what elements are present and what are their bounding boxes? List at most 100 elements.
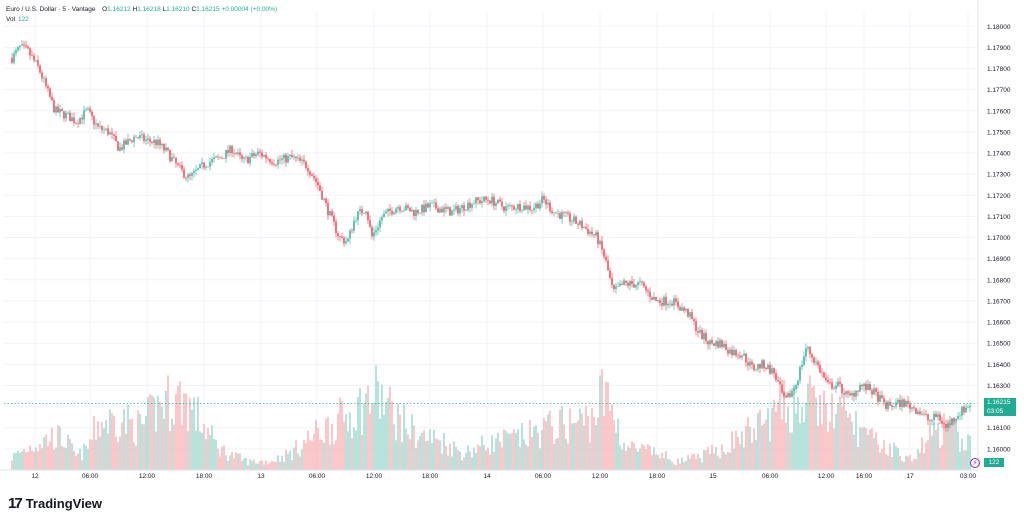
volume-bar — [721, 444, 723, 470]
candle-body — [919, 411, 921, 414]
candle-body — [151, 141, 153, 143]
volume-bar — [441, 453, 443, 470]
candle-body — [247, 156, 249, 164]
x-tick-label: 06:00 — [309, 473, 326, 480]
volume-bar — [235, 452, 237, 470]
volume-bar — [867, 434, 869, 470]
candle-body — [31, 55, 33, 56]
volume-bar — [679, 463, 681, 470]
candle-body — [621, 283, 623, 285]
candle-body — [99, 125, 101, 127]
volume-bar — [565, 438, 567, 470]
candle-body — [505, 206, 507, 212]
candle-body — [431, 202, 433, 204]
volume-bar — [617, 418, 619, 470]
y-tick-label: 1.16800 — [987, 277, 1011, 284]
volume-bar — [497, 432, 499, 470]
candle-body — [491, 196, 493, 204]
candle-body — [795, 385, 797, 389]
volume-bar — [47, 446, 49, 470]
volume-bar — [575, 422, 577, 470]
candle-body — [801, 364, 803, 368]
candle-body — [835, 385, 837, 389]
candle-body — [193, 170, 195, 173]
candle-body — [633, 284, 635, 288]
volume-bar — [847, 417, 849, 470]
candle-body — [425, 203, 427, 213]
volume-bar — [921, 437, 923, 470]
volume-bar — [465, 452, 467, 470]
volume-bar — [93, 416, 95, 470]
volume-bar — [555, 439, 557, 470]
candle-body — [379, 220, 381, 228]
logo-text: TradingView — [25, 495, 103, 511]
candle-body — [249, 156, 251, 164]
candle-body — [933, 413, 935, 420]
volume-bar — [719, 458, 721, 470]
price-axis[interactable]: 1.18000 1.17900 1.17800 1.17700 1.17600 1.175… — [977, 0, 1011, 470]
volume-bar — [517, 429, 519, 470]
x-tick-label: 15 — [709, 473, 717, 480]
symbol-title[interactable]: Euro / U.S. Dollar · 5 · Vantage — [6, 6, 96, 13]
candle-body — [451, 210, 453, 216]
lightning-icon[interactable]: ⚡ — [970, 458, 980, 468]
volume-bar — [337, 413, 339, 470]
candle-body — [853, 393, 855, 397]
x-tick-label: 12:00 — [818, 473, 835, 480]
candle-body — [715, 341, 717, 346]
volume-bar — [447, 455, 449, 470]
candle-body — [75, 122, 77, 124]
volume-bar — [599, 375, 601, 470]
volume-bar — [195, 430, 197, 470]
low-value: 1.16210 — [166, 6, 190, 13]
candle-body — [859, 385, 861, 392]
time-axis[interactable]: 12 06:00 12:00 18:00 13 06:00 12:00 18:00 14 06:0… — [0, 469, 978, 480]
candle-body — [733, 349, 735, 356]
volume-bar — [431, 443, 433, 470]
candle-body — [377, 227, 379, 231]
x-tick-label: 06:00 — [762, 473, 779, 480]
candle-body — [959, 415, 961, 417]
candle-body — [493, 196, 495, 206]
volume-bar — [333, 444, 335, 470]
candle-body — [133, 136, 135, 142]
candle-body — [85, 109, 87, 111]
volume-bar — [899, 455, 901, 470]
volume-bar — [105, 420, 107, 470]
volume-bar — [483, 444, 485, 470]
volume-bar — [667, 459, 669, 470]
candle-body — [429, 203, 431, 208]
y-tick-label: 1.17500 — [987, 129, 1011, 136]
volume-bar — [273, 461, 275, 470]
candle-body — [219, 157, 221, 158]
volume-bar — [851, 421, 853, 470]
volume-bar — [139, 413, 141, 470]
candle-body — [311, 174, 313, 176]
candle-body — [215, 156, 217, 158]
volume-bar — [695, 458, 697, 470]
candle-body — [301, 159, 303, 161]
candle-body — [267, 158, 269, 159]
candle-body — [223, 158, 225, 159]
candle-body — [719, 340, 721, 348]
volume-bar — [25, 452, 27, 470]
volume-bar — [855, 411, 857, 470]
candle-body — [905, 400, 907, 407]
candle-body — [929, 420, 931, 421]
candle-body — [171, 157, 173, 162]
candle-body — [947, 423, 949, 428]
volume-bar — [175, 394, 177, 470]
volume-bar — [557, 437, 559, 470]
close-label: C — [191, 6, 197, 13]
volume-bar — [755, 440, 757, 470]
volume-bar — [33, 451, 35, 470]
volume-bar — [279, 461, 281, 470]
volume-bar — [239, 453, 241, 470]
volume-bar — [265, 460, 267, 470]
volume-bar — [171, 418, 173, 470]
candle-body — [683, 307, 685, 311]
volume-bar — [559, 409, 561, 470]
tradingview-logo[interactable]: 17 TradingView — [8, 494, 102, 512]
candle-body — [731, 349, 733, 356]
